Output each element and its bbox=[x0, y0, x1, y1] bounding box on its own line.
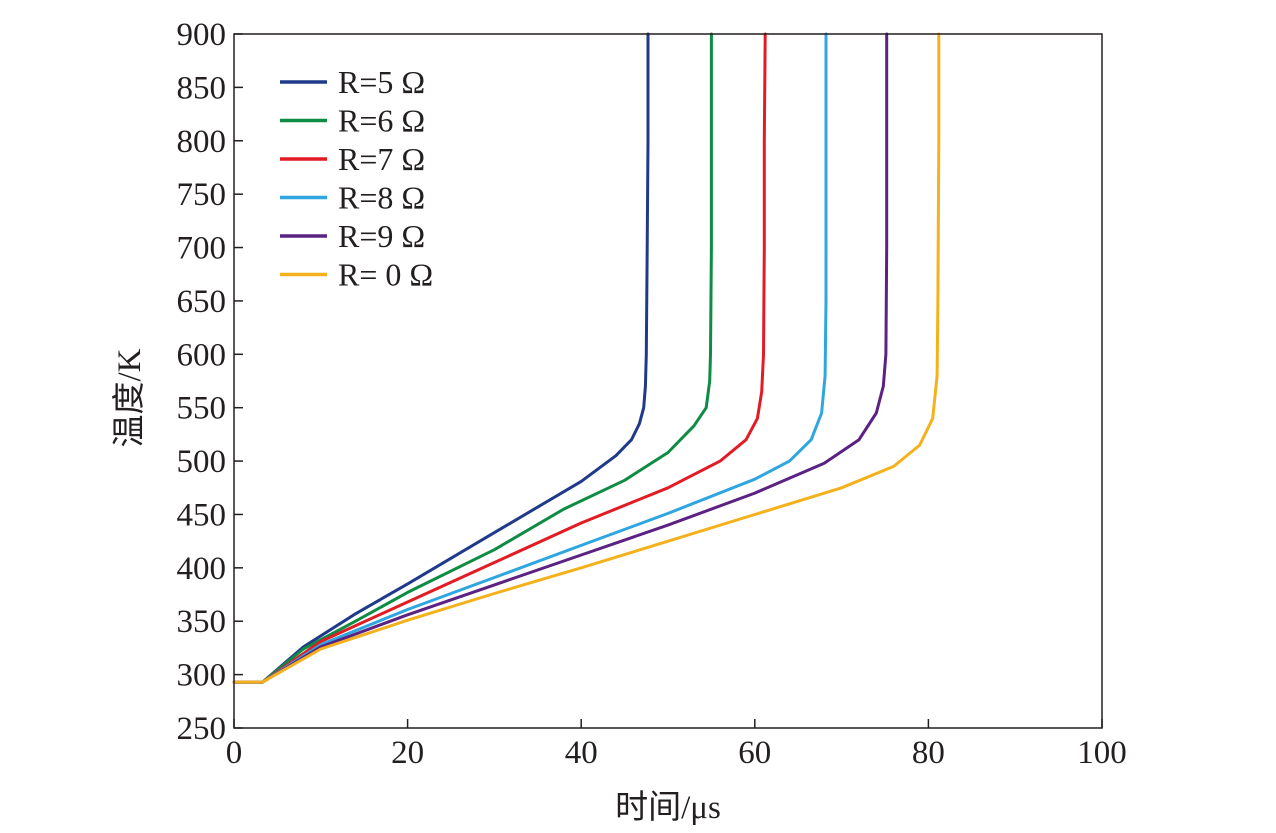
y-tick-label: 250 bbox=[177, 711, 227, 747]
y-tick-label: 600 bbox=[177, 337, 227, 373]
x-tick-label: 20 bbox=[391, 735, 424, 771]
legend-label: R=8 Ω bbox=[338, 180, 425, 216]
y-tick-label: 900 bbox=[177, 17, 227, 53]
legend-label: R=5 Ω bbox=[338, 64, 425, 100]
series-layer bbox=[232, 32, 941, 684]
y-tick-label: 400 bbox=[177, 551, 227, 587]
y-tick-label: 450 bbox=[177, 497, 227, 533]
series-line-2 bbox=[232, 32, 713, 684]
legend-label: R=6 Ω bbox=[338, 103, 425, 139]
legend-label: R= 0 Ω bbox=[338, 257, 433, 293]
axis-ticks: 0 20 40 60 80 100 250 300 350 400 450 500 550 600 650 7… bbox=[177, 17, 1127, 771]
legend: R=5 ΩR=6 ΩR=7 ΩR=8 ΩR=9 ΩR= 0 Ω bbox=[280, 64, 433, 293]
y-axis-title: 温度/K bbox=[111, 348, 148, 447]
y-tick-label: 350 bbox=[177, 604, 227, 640]
x-tick-label: 60 bbox=[738, 735, 771, 771]
y-tick-label: 700 bbox=[177, 231, 227, 267]
series-line-6 bbox=[232, 32, 941, 684]
x-axis-title: 时间/μs bbox=[615, 790, 721, 826]
y-tick-label: 850 bbox=[177, 70, 227, 106]
y-tick-label: 650 bbox=[177, 284, 227, 320]
y-tick-label: 300 bbox=[177, 658, 227, 694]
y-tick-label: 750 bbox=[177, 177, 227, 213]
legend-label: R=7 Ω bbox=[338, 141, 425, 177]
x-tick-label: 100 bbox=[1077, 735, 1127, 771]
y-tick-label: 800 bbox=[177, 124, 227, 160]
plot-frame bbox=[233, 33, 1103, 729]
y-tick-label: 500 bbox=[177, 444, 227, 480]
series-line-5 bbox=[232, 32, 889, 684]
x-tick-label: 80 bbox=[912, 735, 945, 771]
series-line-1 bbox=[232, 32, 650, 684]
legend-label: R=9 Ω bbox=[338, 218, 425, 254]
x-tick-label: 40 bbox=[565, 735, 598, 771]
y-tick-label: 550 bbox=[177, 391, 227, 427]
series-line-3 bbox=[232, 32, 767, 684]
x-tick-label: 0 bbox=[226, 735, 243, 771]
series-line-4 bbox=[232, 32, 828, 684]
